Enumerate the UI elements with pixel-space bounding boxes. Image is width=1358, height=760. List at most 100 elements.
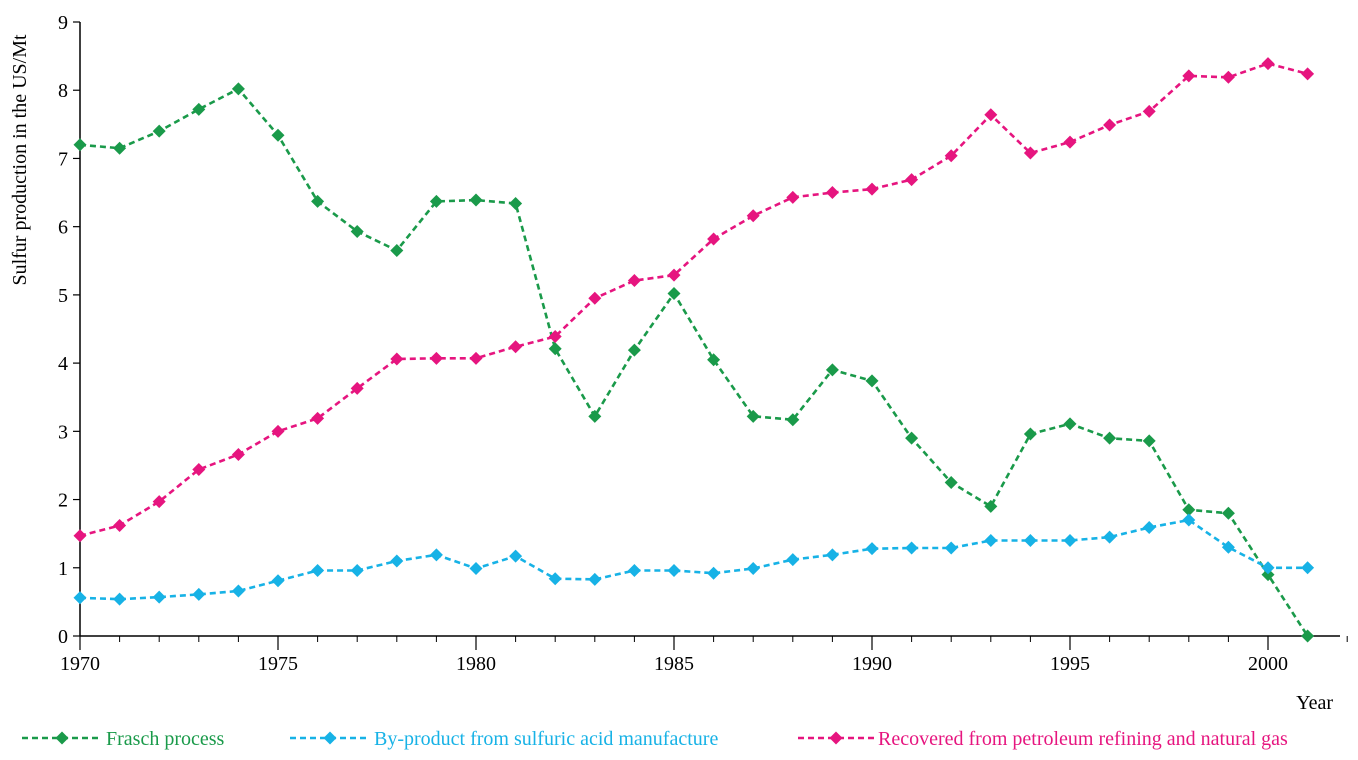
series-3 [73, 57, 1315, 543]
y-axis-title: Sulfur production in the US/Mt [9, 34, 31, 286]
data-point [390, 244, 404, 258]
data-point [944, 541, 958, 555]
data-point [1142, 104, 1156, 118]
data-point [865, 374, 879, 388]
series-1 [73, 82, 1315, 643]
data-point [707, 353, 721, 367]
data-point [73, 529, 87, 543]
legend-entry-1: Frasch process [22, 728, 225, 750]
series-line [79, 62, 1308, 537]
data-point [1301, 67, 1315, 81]
data-point [667, 564, 681, 578]
data-point [73, 138, 87, 152]
x-tick-label: 1995 [1050, 653, 1090, 675]
data-point [1221, 540, 1235, 554]
data-point [509, 196, 523, 210]
x-tick-label: 1970 [60, 653, 100, 675]
legend-label: By-product from sulfuric acid manufactur… [374, 728, 718, 750]
data-point [548, 330, 562, 344]
data-point [429, 351, 443, 365]
data-point [1103, 431, 1117, 445]
data-point [786, 190, 800, 204]
series-layer [73, 57, 1315, 643]
legend-label: Frasch process [106, 728, 225, 750]
data-point [1063, 135, 1077, 149]
data-point [469, 561, 483, 575]
y-tick-label: 4 [58, 353, 68, 375]
y-tick-label: 0 [58, 626, 68, 648]
data-point [429, 548, 443, 562]
data-point [786, 553, 800, 567]
legend-marker [829, 731, 843, 745]
data-point [311, 194, 325, 208]
y-tick-label: 1 [58, 558, 68, 580]
data-point [311, 411, 325, 425]
data-point [627, 564, 641, 578]
data-point [1221, 506, 1235, 520]
axes: 0 1 2 3 4 5 6 7 8 9 1970 1975 1980 1985 1990 1995 2000 [58, 12, 1348, 675]
data-point [1261, 568, 1275, 582]
data-point [707, 232, 721, 246]
series-line [79, 518, 1308, 601]
legend: Frasch process By-product from sulfuric a… [22, 728, 1288, 750]
data-point [1301, 629, 1315, 643]
data-point [944, 149, 958, 163]
data-point [350, 564, 364, 578]
data-point [1023, 146, 1037, 160]
data-point [825, 548, 839, 562]
y-tick-label: 6 [58, 217, 68, 239]
data-point [905, 173, 919, 187]
y-tick-label: 7 [58, 148, 68, 170]
legend-marker [323, 731, 337, 745]
data-point [1142, 521, 1156, 535]
data-point [271, 128, 285, 142]
y-tick-label: 3 [58, 421, 68, 443]
data-point [548, 572, 562, 586]
data-point [627, 274, 641, 288]
x-tick-label: 1985 [654, 653, 694, 675]
data-point [905, 541, 919, 555]
data-point [231, 82, 245, 96]
data-point [1103, 118, 1117, 132]
data-point [746, 561, 760, 575]
data-point [271, 424, 285, 438]
data-point [786, 413, 800, 427]
data-point [429, 194, 443, 208]
data-point [113, 141, 127, 155]
data-point [390, 352, 404, 366]
data-point [509, 340, 523, 354]
data-point [152, 590, 166, 604]
data-point [1182, 503, 1196, 517]
data-point [113, 592, 127, 606]
y-tick-label: 5 [58, 285, 68, 307]
legend-entry-3: Recovered from petroleum refining and na… [798, 728, 1288, 750]
legend-label: Recovered from petroleum refining and na… [878, 728, 1288, 750]
data-point [1301, 561, 1315, 575]
data-point [1023, 533, 1037, 547]
data-point [271, 574, 285, 588]
data-point [825, 186, 839, 200]
data-point [469, 351, 483, 365]
data-point [192, 102, 206, 116]
data-point [865, 182, 879, 196]
data-point [588, 572, 602, 586]
data-point [667, 287, 681, 301]
data-point [588, 409, 602, 423]
data-point [152, 495, 166, 509]
data-point [1142, 434, 1156, 448]
data-point [1261, 561, 1275, 575]
data-point [905, 431, 919, 445]
data-point [746, 409, 760, 423]
data-point [1182, 513, 1196, 527]
y-tick-label: 8 [58, 80, 68, 102]
data-point [1023, 427, 1037, 441]
data-point [984, 499, 998, 513]
data-point [865, 542, 879, 556]
data-point [231, 448, 245, 462]
data-point [192, 587, 206, 601]
data-point [984, 533, 998, 547]
data-point [350, 381, 364, 395]
x-axis-title: Year [1296, 692, 1333, 714]
data-point [469, 193, 483, 207]
